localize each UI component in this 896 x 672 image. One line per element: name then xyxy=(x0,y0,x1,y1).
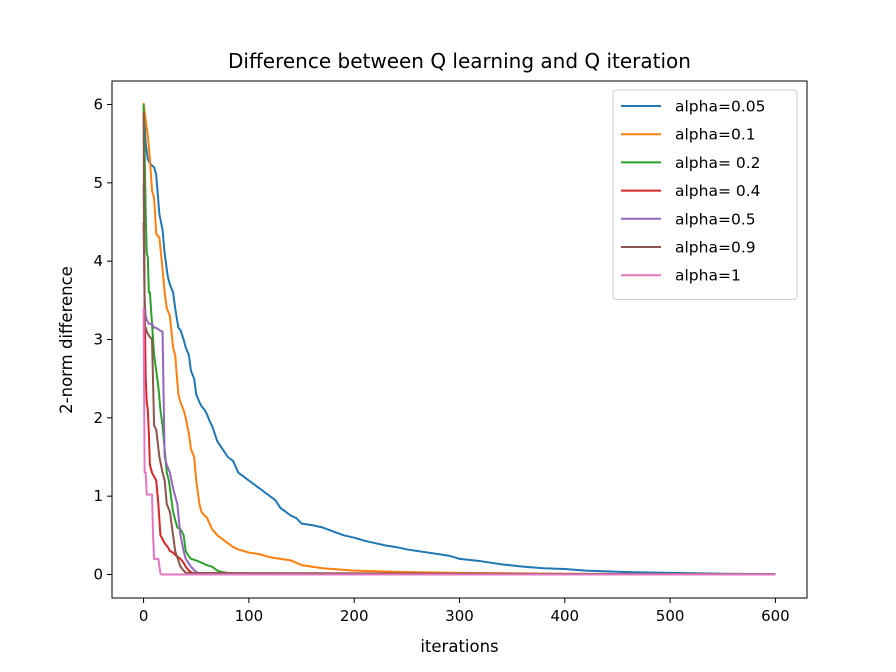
x-tick-label-5: 500 xyxy=(656,607,685,625)
legend-label-1: alpha=0.1 xyxy=(675,126,756,144)
y-tick-label-4: 4 xyxy=(93,252,103,270)
x-tick-label-4: 400 xyxy=(550,607,579,625)
x-tick-label-2: 200 xyxy=(340,607,369,625)
axes-layer: 0 100 200 300 400 500 600 0 1 2 3 4 5 6 xyxy=(93,80,808,625)
series-line-4 xyxy=(142,182,776,576)
x-axis-label: iterations xyxy=(420,637,498,656)
x-tick-label-3: 300 xyxy=(445,607,474,625)
legend-label-2: alpha= 0.2 xyxy=(675,154,761,172)
legend-label-6: alpha=1 xyxy=(675,267,741,285)
x-tick-label-0: 0 xyxy=(139,607,149,625)
legend-label-3: alpha= 0.4 xyxy=(675,182,761,200)
y-tick-label-0: 0 xyxy=(93,566,103,584)
legend-label-0: alpha=0.05 xyxy=(675,98,765,116)
y-tick-label-5: 5 xyxy=(93,174,103,192)
chart-title: Difference between Q learning and Q iter… xyxy=(228,49,691,73)
legend-label-5: alpha=0.9 xyxy=(675,239,756,257)
y-tick-label-2: 2 xyxy=(93,409,103,427)
series-line-5 xyxy=(142,112,776,576)
x-tick-label-6: 600 xyxy=(761,607,790,625)
y-tick-label-1: 1 xyxy=(93,487,103,505)
y-axis-label: 2-norm difference xyxy=(57,266,76,414)
series-line-0 xyxy=(142,104,776,576)
legend-label-4: alpha=0.5 xyxy=(675,210,756,228)
series-layer xyxy=(142,102,776,576)
series-line-1 xyxy=(142,102,776,576)
series-line-2 xyxy=(142,104,776,576)
x-tick-label-1: 100 xyxy=(235,607,264,625)
y-tick-label-3: 3 xyxy=(93,331,103,349)
series-line-6 xyxy=(142,308,776,576)
y-tick-label-6: 6 xyxy=(93,96,103,114)
legend: alpha=0.05 alpha=0.1 alpha= 0.2 alpha= 0.4 a… xyxy=(612,89,798,300)
series-line-3 xyxy=(142,221,776,576)
